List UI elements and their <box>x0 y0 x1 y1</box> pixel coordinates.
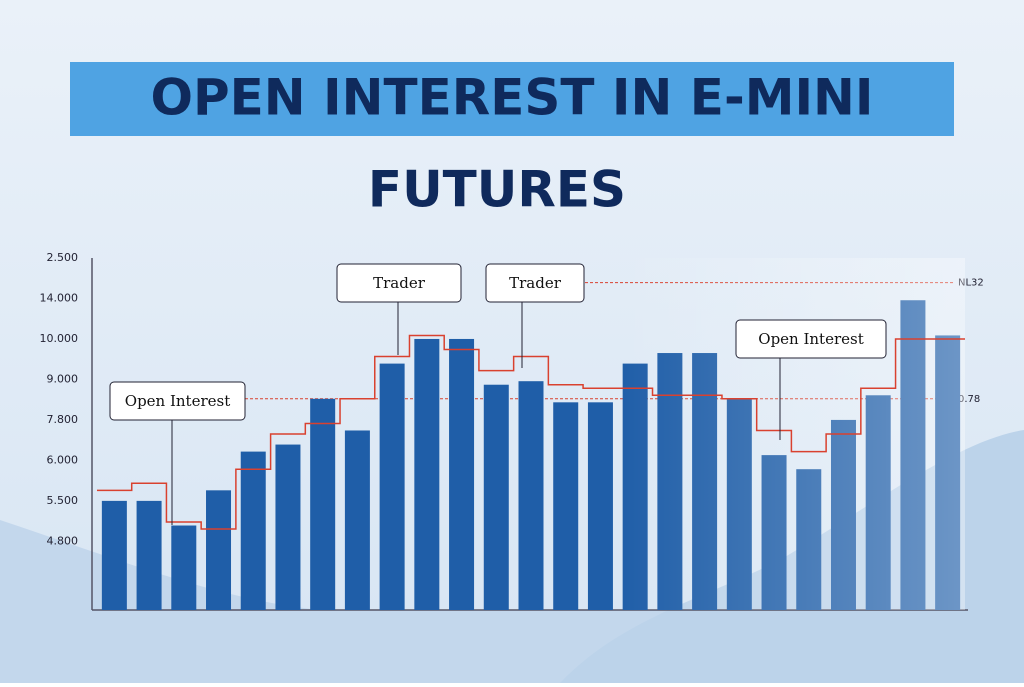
annotation-box <box>485 263 585 303</box>
annotation: Open Interest <box>758 330 863 348</box>
annotation-box <box>336 263 462 303</box>
annotation: Trader <box>509 274 562 292</box>
y-tick-label: 5.500 <box>47 494 79 507</box>
y-tick-label: 14.000 <box>40 292 79 305</box>
chart-title: FUTURES <box>368 161 626 219</box>
annotation-box <box>109 381 246 421</box>
y-tick-label: 7.800 <box>47 413 79 426</box>
y-tick-label: 6.000 <box>47 454 79 467</box>
y-tick-label: 4.800 <box>47 535 79 548</box>
y-tick-label: 9.000 <box>47 373 79 386</box>
reference-label: NL32 <box>958 278 984 289</box>
step-line <box>97 334 965 530</box>
annotation-box <box>735 319 887 359</box>
y-tick-label: 2.500 <box>47 251 79 264</box>
annotation: Open Interest <box>125 392 230 410</box>
reference-label: 0.78 <box>958 394 980 405</box>
title-band <box>70 62 954 136</box>
chart-title: OPEN INTEREST IN E-MINI <box>150 69 873 127</box>
y-tick-label: 10.000 <box>40 332 79 345</box>
fade <box>97 258 965 610</box>
annotation: Trader <box>373 274 426 292</box>
